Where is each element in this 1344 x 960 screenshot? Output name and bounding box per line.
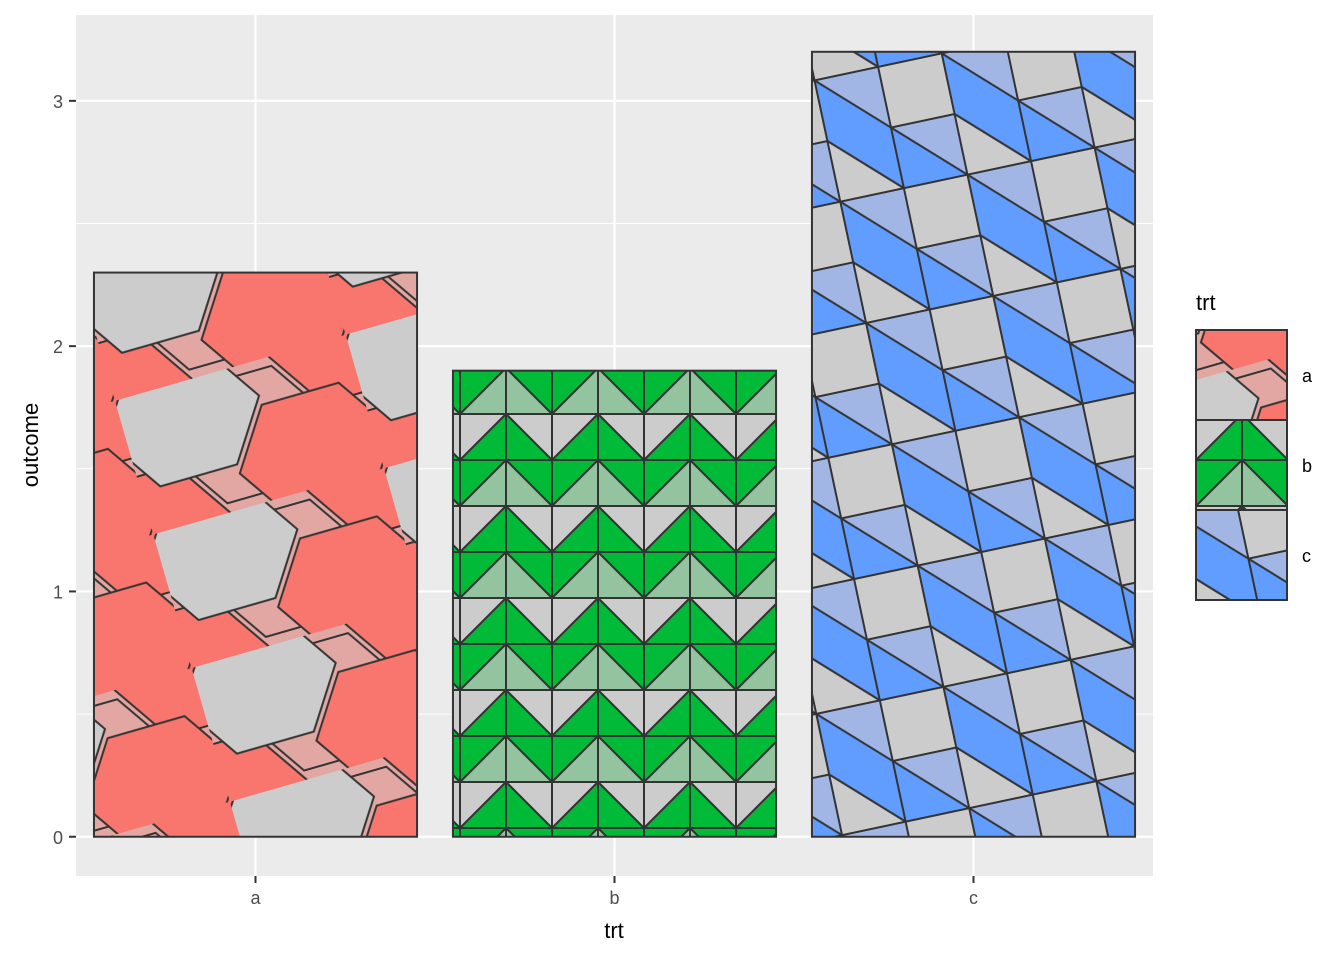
bars bbox=[92, 50, 1137, 838]
x-tick-label: b bbox=[609, 888, 619, 908]
axes: 0 1 2 3 a b c bbox=[53, 92, 978, 908]
y-tick-label: 2 bbox=[53, 337, 63, 357]
bar-a bbox=[92, 271, 419, 838]
legend-title: trt bbox=[1196, 290, 1216, 315]
legend-key-c bbox=[1195, 509, 1288, 601]
legend-label-a: a bbox=[1302, 366, 1313, 386]
bar-c bbox=[810, 50, 1137, 838]
legend-key-a bbox=[1195, 329, 1288, 421]
y-tick-label: 0 bbox=[53, 828, 63, 848]
legend-key-b bbox=[1195, 419, 1288, 511]
x-axis-title: trt bbox=[604, 918, 624, 943]
legend-label-c: c bbox=[1302, 546, 1311, 566]
x-tick-label: c bbox=[969, 888, 978, 908]
legend-label-b: b bbox=[1302, 456, 1312, 476]
x-tick-label: a bbox=[250, 888, 261, 908]
bar-b bbox=[451, 369, 778, 838]
y-tick-label: 1 bbox=[53, 582, 63, 602]
y-tick-label: 3 bbox=[53, 92, 63, 112]
legend: trt a b c bbox=[1195, 290, 1313, 601]
y-axis-title: outcome bbox=[18, 403, 43, 487]
